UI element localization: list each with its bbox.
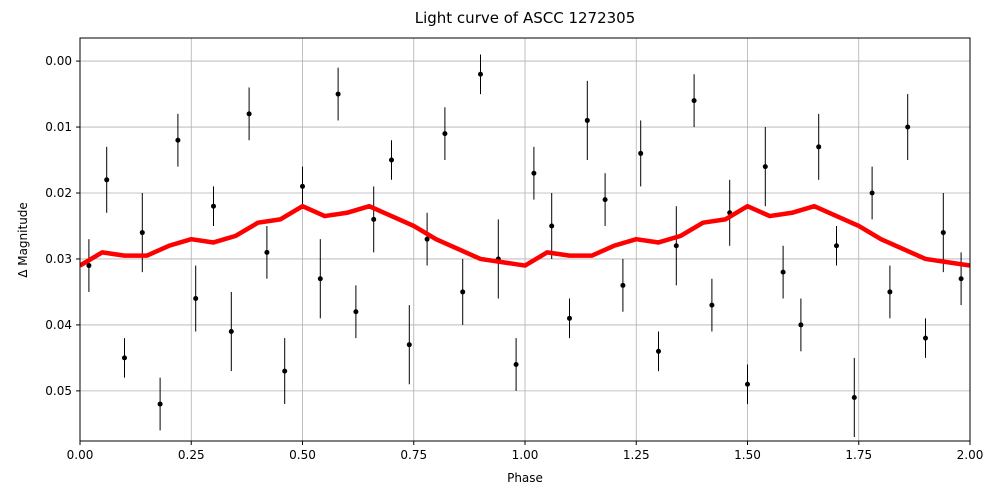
x-tick-label: 2.00 xyxy=(957,448,984,462)
data-point xyxy=(816,144,822,150)
data-point xyxy=(122,355,127,361)
data-point xyxy=(638,150,644,156)
data-point xyxy=(317,276,323,282)
x-tick-label: 0.75 xyxy=(400,448,427,462)
binned-curve xyxy=(80,203,970,268)
data-point xyxy=(460,289,466,295)
data-point xyxy=(584,117,590,123)
data-point xyxy=(673,243,679,249)
data-point xyxy=(211,203,216,209)
data-point xyxy=(620,282,626,288)
data-point xyxy=(762,164,768,170)
data-point xyxy=(353,309,359,315)
y-tick-label: 0.00 xyxy=(45,54,72,68)
data-point xyxy=(887,289,893,295)
y-tick-label: 0.05 xyxy=(45,384,72,398)
y-tick-label: 0.03 xyxy=(45,252,72,266)
data-point xyxy=(389,157,394,163)
x-tick-label: 1.75 xyxy=(845,448,872,462)
data-point xyxy=(478,71,483,77)
data-point xyxy=(264,249,270,255)
data-point xyxy=(656,348,661,354)
x-tick-label: 0.00 xyxy=(67,448,94,462)
chart-title: Light curve of ASCC 1272305 xyxy=(415,9,636,27)
data-point xyxy=(691,98,697,104)
x-tick-label: 1.25 xyxy=(623,448,650,462)
y-axis-label: Δ Magnitude xyxy=(16,202,30,278)
data-point xyxy=(958,276,964,282)
x-tick-label: 0.50 xyxy=(289,448,316,462)
data-point xyxy=(567,315,572,321)
data-point xyxy=(905,124,911,130)
x-axis-label: Phase xyxy=(507,471,543,485)
data-point xyxy=(228,329,234,335)
y-tick-label: 0.04 xyxy=(45,318,72,332)
data-point xyxy=(282,368,288,374)
data-point xyxy=(104,177,110,183)
data-point xyxy=(246,111,252,117)
data-point xyxy=(940,230,946,236)
plot-frame xyxy=(79,37,971,442)
data-point xyxy=(549,223,555,229)
x-tick-label: 1.50 xyxy=(734,448,761,462)
data-point xyxy=(193,296,199,302)
data-point xyxy=(780,269,786,275)
data-point xyxy=(798,322,804,328)
data-point xyxy=(513,361,519,367)
data-point xyxy=(335,91,341,97)
data-point xyxy=(442,131,448,137)
y-tick-label: 0.02 xyxy=(45,186,72,200)
data-point xyxy=(923,335,928,341)
data-point xyxy=(139,230,145,236)
data-point xyxy=(86,263,92,269)
data-point xyxy=(157,401,163,407)
data-point xyxy=(531,170,537,176)
data-point xyxy=(709,302,715,308)
y-tick-label: 0.01 xyxy=(45,120,72,134)
data-point xyxy=(406,342,412,348)
data-point xyxy=(834,243,839,249)
data-point xyxy=(745,381,750,387)
data-point xyxy=(300,183,305,189)
x-tick-label: 0.25 xyxy=(178,448,205,462)
data-point xyxy=(602,197,608,203)
data-point xyxy=(175,137,181,143)
plot-area xyxy=(80,54,970,438)
data-point xyxy=(869,190,875,196)
x-tick-label: 1.00 xyxy=(512,448,539,462)
data-point xyxy=(851,394,857,400)
data-point xyxy=(424,236,430,242)
data-point xyxy=(371,216,377,222)
